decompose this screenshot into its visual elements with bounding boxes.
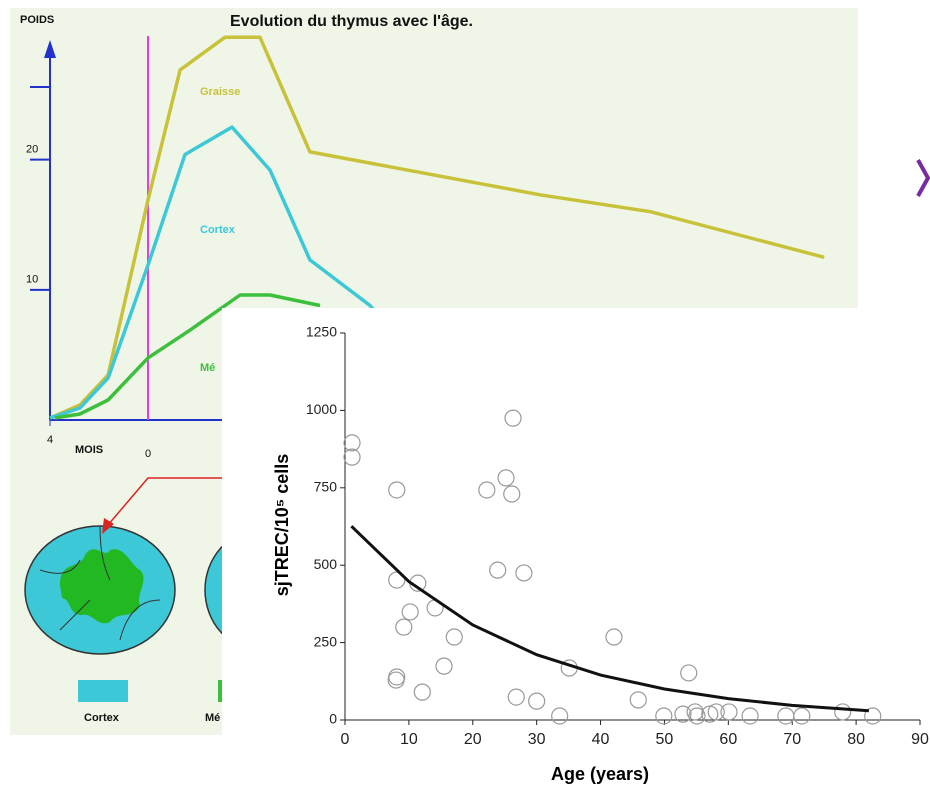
data-point — [387, 671, 405, 689]
data-point — [489, 561, 507, 579]
data-point — [686, 703, 704, 721]
fit-curve — [350, 525, 870, 713]
x-tick-label: 0 — [145, 448, 151, 460]
data-point — [688, 707, 706, 725]
x-tick-label: 20 — [464, 731, 482, 748]
data-point — [388, 481, 406, 499]
data-point — [793, 707, 811, 725]
series-label: Cortex — [200, 224, 236, 236]
data-point — [504, 409, 522, 427]
x-tick-label: 80 — [847, 731, 865, 748]
legend-label: Cortex — [84, 712, 120, 724]
data-point — [388, 571, 406, 589]
x-tick-label: 70 — [783, 731, 801, 748]
x-tick-label: 40 — [592, 731, 610, 748]
x-axis-label: MOIS — [75, 444, 103, 456]
y-axis-label: POIDS — [20, 14, 54, 26]
trec-chart: Age (years) sjTREC/10⁵ cells 02505007501… — [272, 324, 929, 784]
y-tick-label: 750 — [314, 479, 338, 495]
data-point — [674, 705, 692, 723]
x-tick-label: 30 — [528, 731, 546, 748]
series-label: Graisse — [200, 86, 240, 98]
data-point — [741, 707, 759, 725]
x-tick-label: 0 — [341, 731, 350, 748]
data-point — [413, 683, 431, 701]
data-point — [445, 628, 463, 646]
data-point — [707, 703, 725, 721]
data-point — [497, 469, 515, 487]
data-point — [343, 448, 361, 466]
y-tick-label: 500 — [314, 556, 338, 572]
legend-swatch — [78, 680, 128, 702]
data-point — [478, 481, 496, 499]
legend-label: Mé — [205, 712, 220, 724]
data-point — [551, 707, 569, 725]
data-point — [834, 703, 852, 721]
data-point — [655, 707, 673, 725]
data-point — [720, 703, 738, 721]
y-tick-label: 10 — [26, 274, 38, 286]
data-point — [401, 603, 419, 621]
y-tick-label: 250 — [314, 633, 338, 649]
chart-title: Evolution du thymus avec l'âge. — [230, 13, 473, 30]
data-point — [343, 434, 361, 452]
series-label: Mé — [200, 362, 215, 374]
x-tick-label: 10 — [400, 731, 418, 748]
series-line — [49, 35, 825, 420]
data-point — [503, 485, 521, 503]
x-tick-label: 50 — [656, 731, 674, 748]
y-tick-label: 0 — [329, 711, 337, 727]
y-tick-label: 1000 — [306, 401, 337, 417]
y-tick-label: 20 — [26, 144, 38, 156]
data-point — [629, 691, 647, 709]
data-point — [507, 688, 525, 706]
data-point — [701, 705, 719, 723]
data-point — [515, 564, 533, 582]
series-line — [49, 125, 402, 420]
data-point — [395, 618, 413, 636]
data-point — [605, 628, 623, 646]
data-point — [864, 707, 882, 725]
x-tick-label: 60 — [719, 731, 737, 748]
x-tick-label: 4 — [47, 434, 53, 446]
x-tick-label: 90 — [911, 731, 929, 748]
overlay-panel — [222, 308, 930, 791]
data-point — [680, 664, 698, 682]
series-line — [54, 293, 321, 420]
data-point — [528, 692, 546, 710]
data-point — [435, 657, 453, 675]
axis-arrow — [44, 40, 56, 58]
y-tick-label: 1250 — [306, 324, 337, 340]
x-axis-label: Age (years) — [551, 764, 649, 784]
y-axis-label: sjTREC/10⁵ cells — [272, 454, 292, 597]
